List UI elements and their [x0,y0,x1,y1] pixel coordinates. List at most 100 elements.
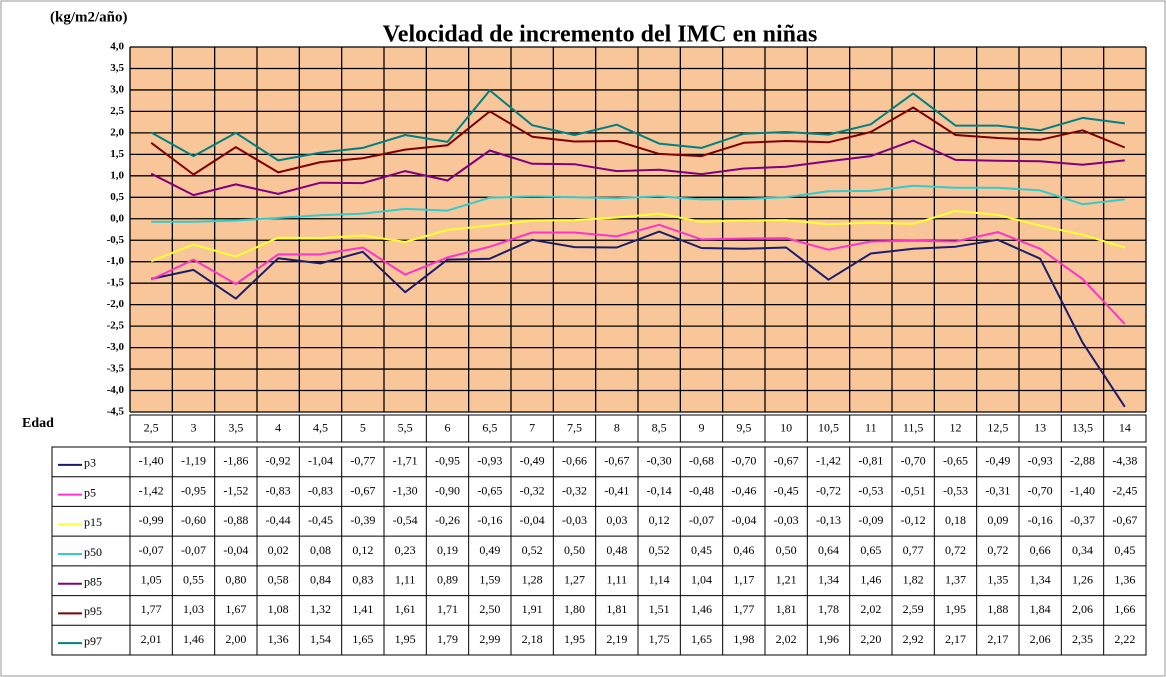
y-tick-label: -4,5 [107,406,125,418]
table-cell: 1,34 [1030,572,1051,586]
series-line [150,210,1126,263]
x-tick-label: 5 [360,420,366,434]
table-cell: -0,72 [816,483,841,497]
table-cell: -0,70 [901,454,926,468]
table-cell: -0,95 [181,483,206,497]
table-cell: 0,52 [522,543,543,557]
table-cell: -4,38 [1112,454,1137,468]
y-tick-label: -0,5 [107,234,125,246]
table-cell: 1,11 [395,572,416,586]
table-cell: -0,14 [647,483,672,497]
table-cell: 0,12 [352,543,373,557]
x-tick-label: 8,5 [652,420,667,434]
x-tick-label: 6,5 [482,420,497,434]
table-cell: 2,19 [606,632,627,646]
series-line [150,230,1126,408]
table-cell: 0,52 [649,543,670,557]
table-cell: 0,58 [268,572,289,586]
table-cell: 1,14 [649,572,670,586]
y-tick-label: 1,0 [110,169,124,181]
table-cell: 2,59 [903,602,924,616]
table-cell: 1,65 [352,632,373,646]
table-cell: 1,88 [987,602,1008,616]
x-tick-label: 3 [191,420,197,434]
y-tick-label: -1,5 [107,277,125,289]
table-cell: 1,96 [818,632,839,646]
table-cell: -1,40 [1070,483,1095,497]
table-cell: 1,79 [437,632,458,646]
y-tick-label: -2,5 [107,320,125,332]
table-body [51,446,1147,656]
table-cell: 0,55 [183,572,204,586]
x-tick-label: 8 [614,420,620,434]
table-cell: -0,95 [435,454,460,468]
x-tick-label: 7,5 [567,420,582,434]
table-cell: 0,19 [437,543,458,557]
table-cell: 0,45 [1114,543,1135,557]
legend-label: p85 [84,574,102,588]
table-cell: -0,37 [1070,513,1095,527]
series-line [151,184,1125,223]
table-cell: -0,30 [647,454,672,468]
table-cell: -0,32 [520,483,545,497]
y-axis-label: (kg/m2/año) [50,9,128,25]
table-cell: 2,99 [479,632,500,646]
table-cell: -1,04 [308,454,333,468]
table-cell: 2,01 [141,632,162,646]
y-tick-label: 4,0 [110,41,124,53]
table-cell: 1,28 [522,572,543,586]
table-cell: -1,40 [139,454,164,468]
table-cell: -0,53 [943,483,968,497]
table-cell: 0,18 [945,513,966,527]
table-cell: 1,81 [606,602,627,616]
table-cell: 1,27 [564,572,585,586]
table-cell: -0,83 [308,483,333,497]
x-tick-label: 6 [445,420,451,434]
table-cell: -0,03 [562,513,587,527]
table-cell: 1,51 [649,602,670,616]
table-cell: -0,67 [604,454,629,468]
table-cell: 2,18 [522,632,543,646]
table-cell: -0,67 [1112,513,1137,527]
table-cell: 0,72 [987,543,1008,557]
table-cell: 1,36 [268,632,289,646]
table-cell: -0,54 [393,513,418,527]
table-cell: 1,75 [649,632,670,646]
series-line [150,106,1126,176]
table-cell: -0,99 [139,513,164,527]
legend-label: p50 [84,545,102,559]
table-cell: -0,13 [816,513,841,527]
table-cell: 1,34 [818,572,839,586]
table-cell: -0,66 [562,454,587,468]
table-cell: 0,50 [776,543,797,557]
table-cell: -0,88 [223,513,248,527]
table-cell: -0,92 [266,454,291,468]
table-cell: 0,03 [606,513,627,527]
table-cell: 1,03 [183,602,204,616]
table-cell: 1,46 [860,572,881,586]
table-cell: 0,83 [352,572,373,586]
y-tick-label: 0,0 [110,212,124,224]
table-cell: -0,67 [774,454,799,468]
table-cell: 0,66 [1030,543,1051,557]
table-cell: 0,84 [310,572,331,586]
table-cell: 1,46 [183,632,204,646]
table-cell: 0,50 [564,543,585,557]
table-cell: -0,83 [266,483,291,497]
y-tick-label: 2,5 [110,105,124,117]
table-cell: -0,16 [477,513,502,527]
table-cell: 1,59 [479,572,500,586]
table-cell: 2,00 [225,632,246,646]
table-cell: -1,19 [181,454,206,468]
table-cell: 1,61 [395,602,416,616]
table-cell: 1,67 [225,602,246,616]
table-cell: -0,65 [477,483,502,497]
table-cell: -0,68 [689,454,714,468]
y-tick-label: 1,5 [110,148,124,160]
table-cell: 2,17 [987,632,1008,646]
table-cell: -0,07 [689,513,714,527]
y-tick-label: -3,5 [107,363,125,375]
table-cell: 1,65 [691,632,712,646]
table-cell: 1,81 [776,602,797,616]
